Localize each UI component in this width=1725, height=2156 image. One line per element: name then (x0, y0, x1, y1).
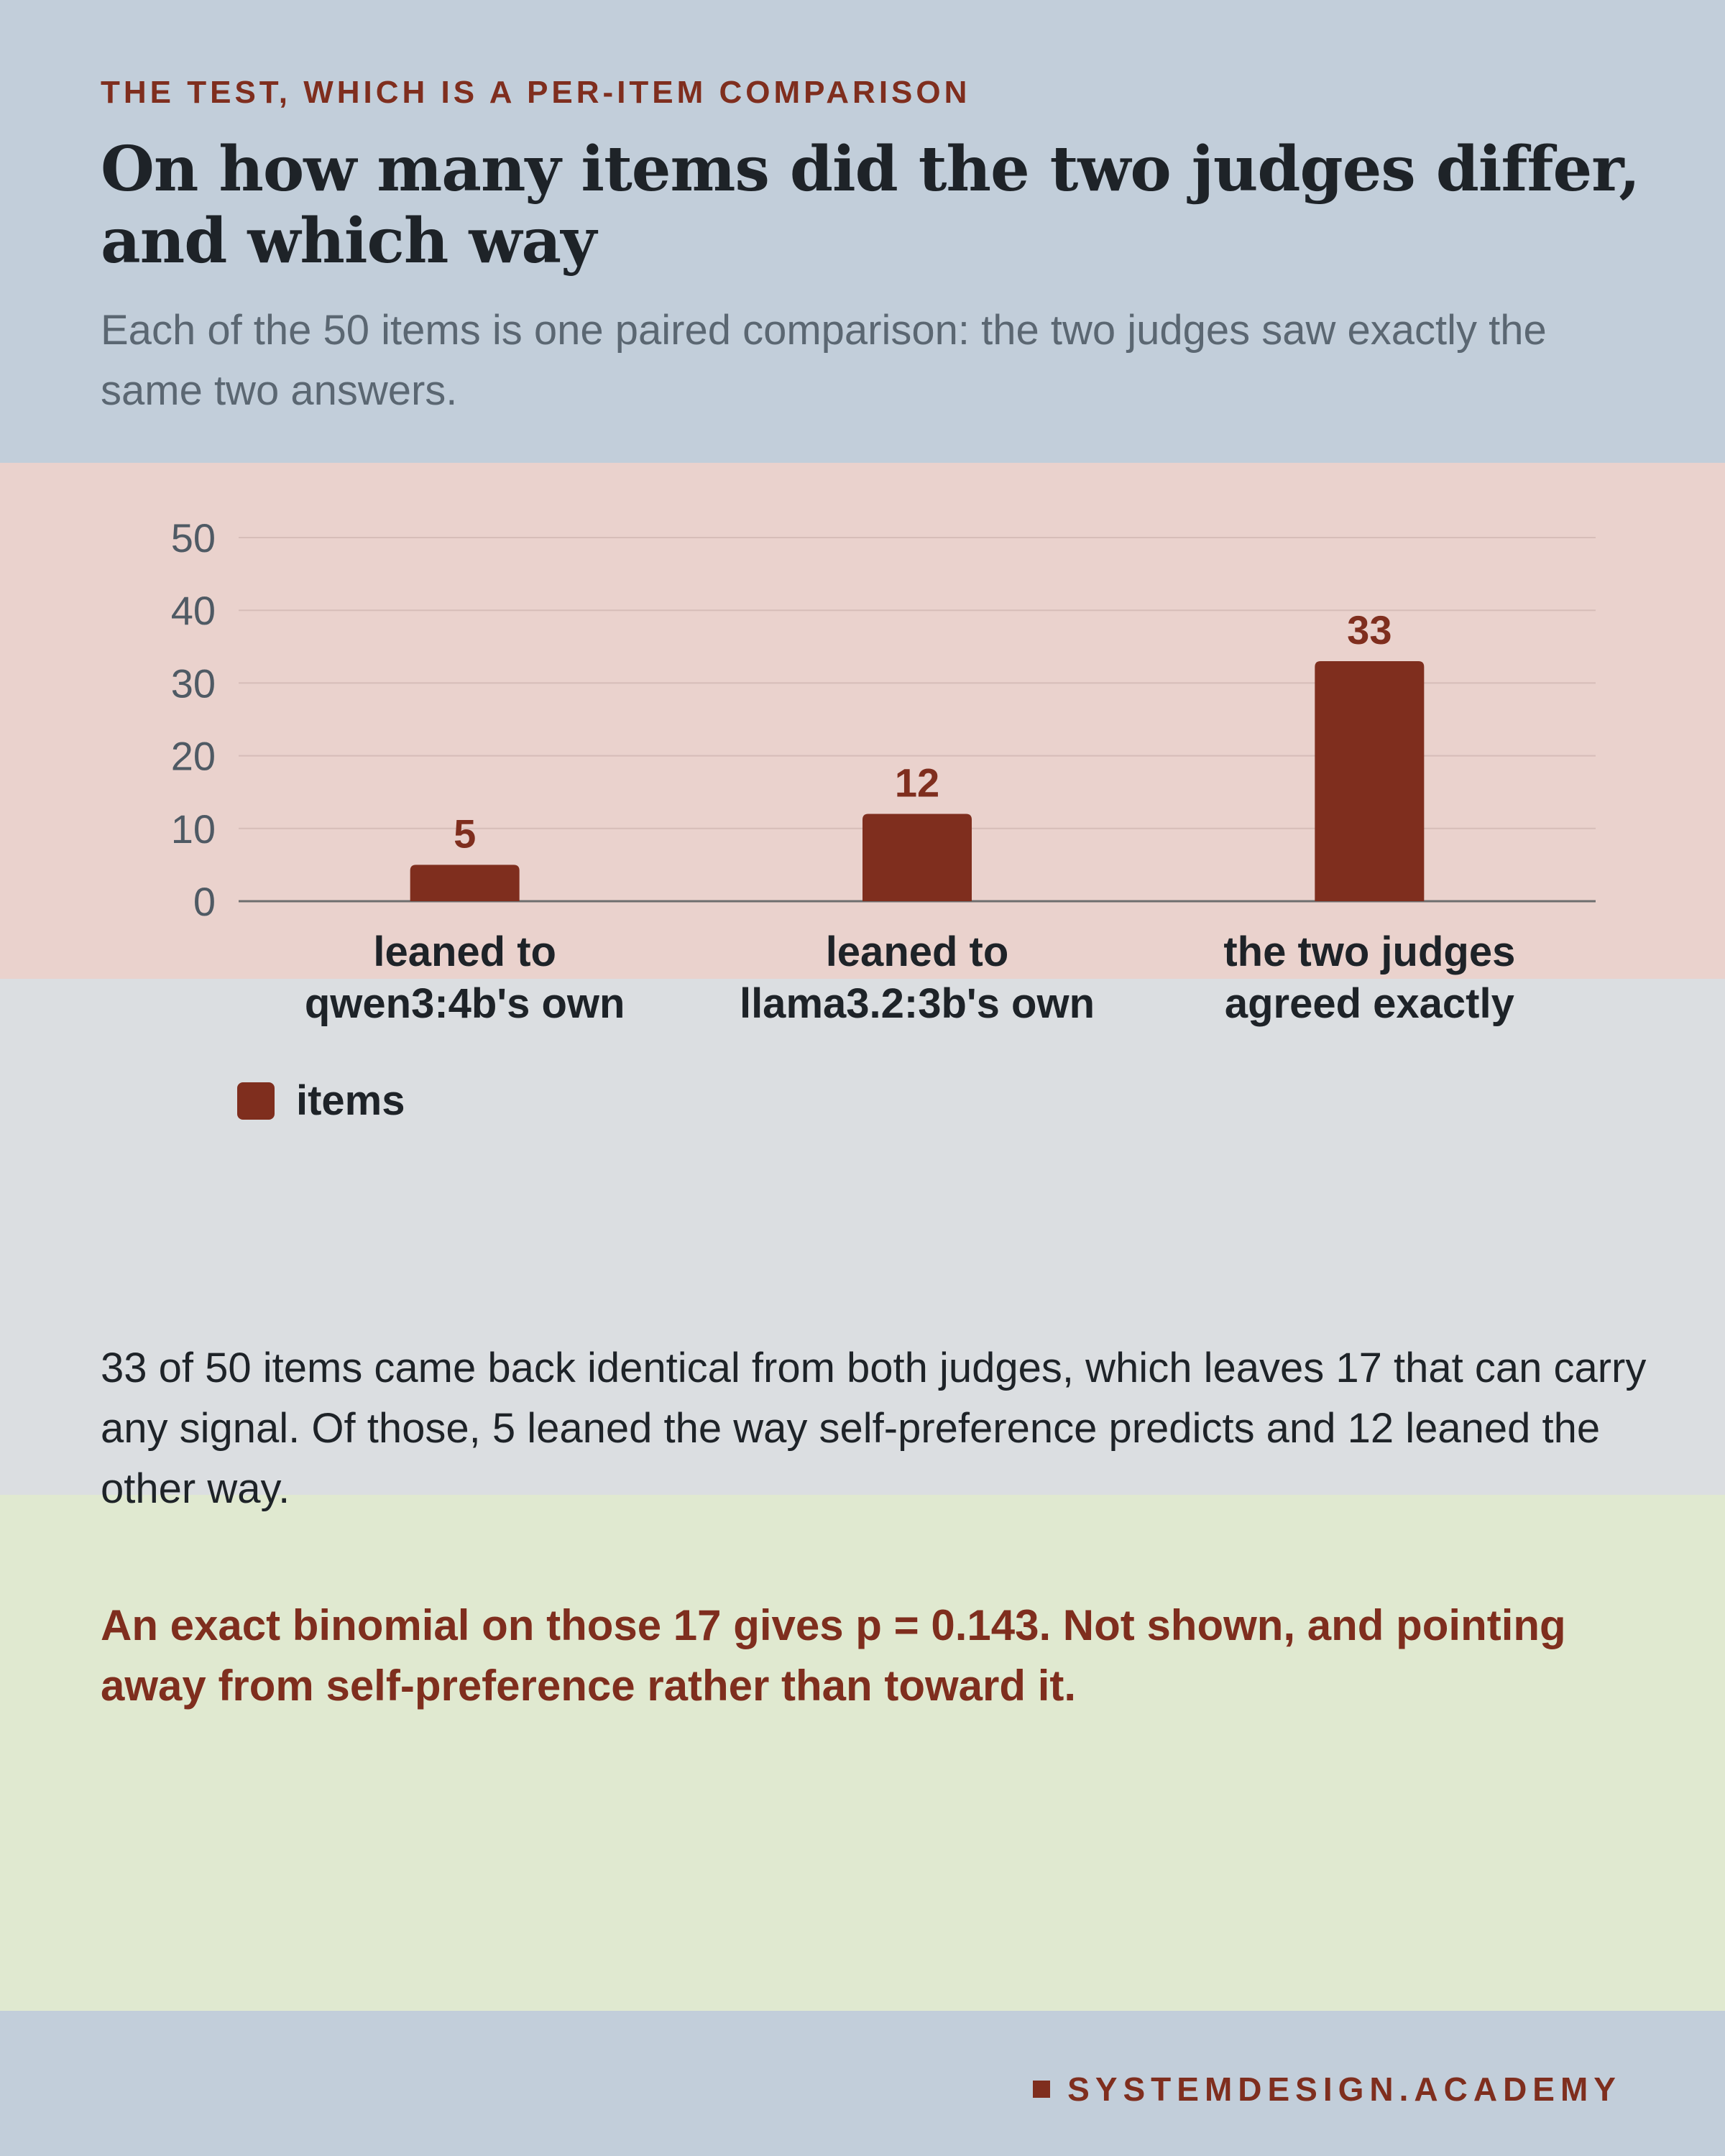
x-category-label: leaned to (826, 929, 1009, 975)
bar (410, 865, 520, 901)
summary-paragraph: 33 of 50 items came back identical from … (101, 1345, 1647, 1512)
bar-value-label: 33 (1347, 607, 1392, 653)
x-category-label: leaned to (373, 929, 556, 975)
eyebrow-label: THE TEST, WHICH IS A PER-ITEM COMPARISON (101, 75, 971, 110)
bar (862, 814, 972, 901)
bar (1315, 661, 1425, 901)
y-tick-label: 40 (171, 588, 216, 633)
x-category-label: llama3.2:3b's own (740, 980, 1095, 1027)
legend-label: items (296, 1077, 405, 1124)
y-tick-label: 0 (193, 879, 216, 924)
bar-chart: 0 10 20 30 40 50 5 leaned to qwen3:4b's own 12 lea… (171, 515, 1596, 1027)
x-category-label: the two judges (1223, 929, 1515, 975)
x-category-label: agreed exactly (1225, 980, 1514, 1027)
footer-band (0, 2011, 1725, 2156)
chart-legend: items (237, 1077, 405, 1125)
y-tick-label: 20 (171, 734, 216, 779)
body-band (0, 979, 1725, 1495)
footer-brand[interactable]: SYSTEMDESIGN.ACADEMY (1033, 2070, 1622, 2109)
bar-value-label: 12 (895, 760, 939, 806)
conclusion-text: An exact binomial on those 17 gives p = … (101, 1601, 1566, 1710)
bar-value-label: 5 (454, 811, 476, 856)
y-tick-label: 10 (171, 806, 216, 852)
y-tick-label: 50 (171, 515, 216, 561)
page-subtitle: Each of the 50 items is one paired compa… (101, 307, 1547, 414)
y-tick-label: 30 (171, 660, 216, 706)
header-band (0, 0, 1725, 463)
brand-name: SYSTEMDESIGN.ACADEMY (1067, 2070, 1622, 2108)
x-category-label: qwen3:4b's own (305, 980, 625, 1027)
legend-swatch (237, 1082, 275, 1120)
brand-square-icon (1033, 2081, 1051, 2098)
conclusion-band (0, 1495, 1725, 2011)
page-title: On how many items did the two judges dif… (101, 133, 1640, 277)
